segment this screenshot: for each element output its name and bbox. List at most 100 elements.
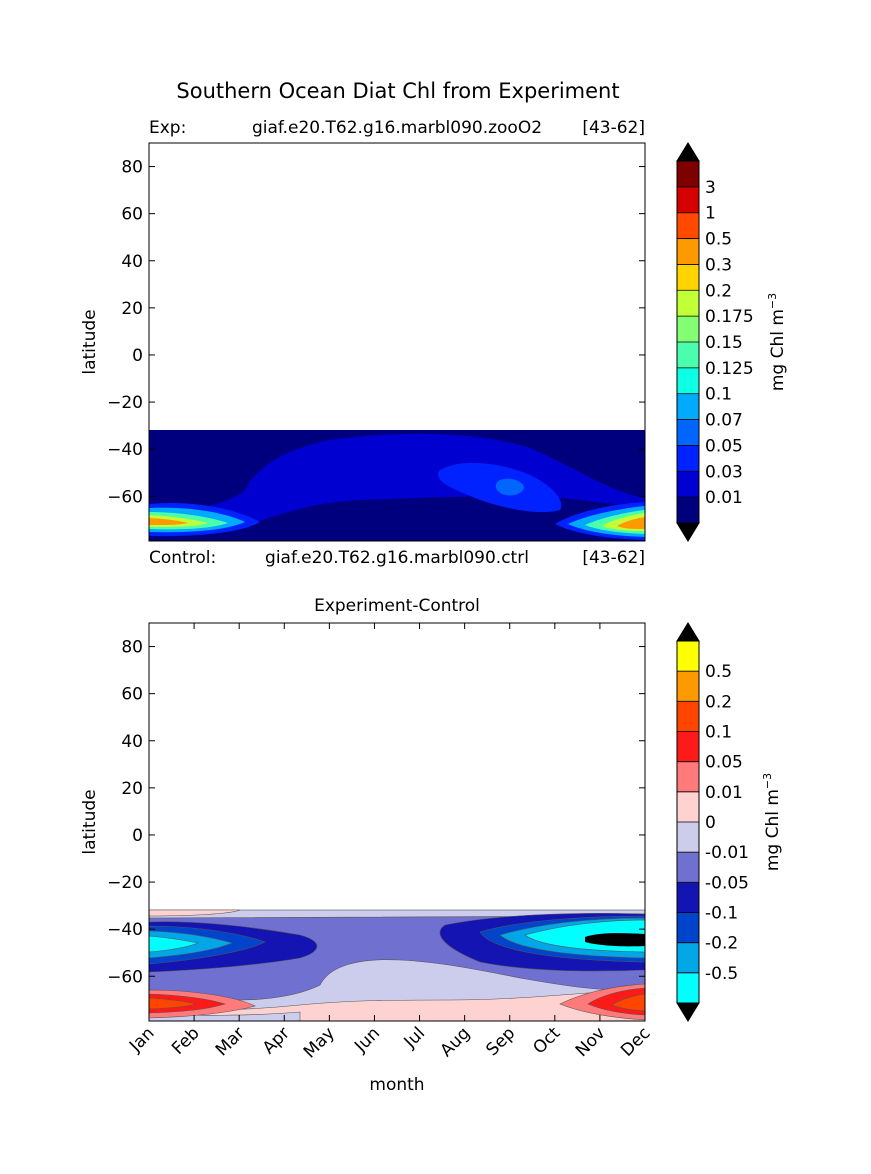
ytick-label: 60: [121, 685, 143, 705]
colorbar-segment: [677, 641, 699, 672]
ytick-label: 0: [132, 346, 143, 366]
colorbar-segment: [677, 761, 699, 793]
colorbar-segment: [677, 238, 699, 265]
colorbar-segment: [677, 912, 699, 944]
colorbar-tick-label: 0.15: [705, 333, 743, 353]
ytick-label: −20: [107, 873, 143, 893]
colorbar-tick-label: 0.07: [705, 411, 743, 431]
xtick-label: Sep: [482, 1023, 519, 1060]
ctrl-case: giaf.e20.T62.g16.marbl090.ctrl: [265, 548, 529, 568]
plot-frame-experiment: [148, 142, 646, 542]
colorbar-tick-label: 0.01: [705, 488, 743, 508]
exp-years: [43-62]: [582, 118, 645, 138]
xtick-label: Jul: [400, 1023, 429, 1052]
exp-case: giaf.e20.T62.g16.marbl090.zooO2: [252, 118, 542, 138]
colorbar-tick-label: 0.05: [705, 436, 743, 456]
colorbar-tick-label: 0.1: [705, 385, 732, 405]
colorbar-tick-label: 0.5: [705, 662, 732, 682]
xtick-label: Jun: [350, 1023, 384, 1057]
colorbar-tick-label: 0.3: [705, 255, 732, 275]
colorbar-tick-label: 0.2: [705, 281, 732, 301]
ytick-label: 20: [121, 779, 143, 799]
colorbar-tick-label: 1: [705, 204, 716, 224]
xtick-label: Dec: [617, 1023, 654, 1060]
colorbar-label-exponent: −3: [761, 773, 774, 789]
panel2-title: Experiment-Control: [314, 596, 480, 616]
colorbar-tick-label: 0.03: [705, 462, 743, 482]
ytick-label: 80: [121, 158, 143, 178]
colorbar-tick-label: 0.125: [705, 359, 754, 379]
ytick-label: −60: [107, 487, 143, 507]
difference-field: [149, 909, 645, 1021]
colorbar-segment: [677, 731, 699, 763]
contour-level-1: [149, 433, 645, 529]
colorbar-segment: [677, 671, 699, 702]
colorbar-tick-label: 3: [705, 178, 716, 198]
plot-frame-difference: [148, 622, 646, 1022]
contour-level-0: [149, 935, 200, 953]
colorbar-segment: [677, 852, 699, 883]
ytick-label: 20: [121, 299, 143, 319]
colorbar-tick-label: 0.175: [705, 307, 754, 327]
colorbar-tick-label: 0.01: [705, 783, 743, 803]
colorbar-segment: [677, 471, 699, 498]
colorbar-tick-label: -0.1: [705, 904, 738, 924]
ytick-label: −60: [107, 967, 143, 987]
colorbar-segment: [677, 822, 699, 853]
colorbar-segment: [677, 445, 699, 472]
xtick-label: Jan: [125, 1023, 158, 1056]
ylabel-difference: latitude: [80, 789, 100, 854]
ytick-label: 80: [121, 638, 143, 658]
colorbar-segment: [677, 161, 699, 188]
colorbar-tick-label: -0.05: [705, 873, 749, 893]
colorbar-segment: [677, 942, 699, 974]
colorbar-label-exponent: −3: [766, 293, 779, 309]
colorbar-extend-max: [676, 142, 700, 162]
ylabel-experiment: latitude: [80, 309, 100, 374]
xtick-label: Feb: [168, 1023, 203, 1058]
colorbar-segment: [677, 972, 699, 1004]
colorbar-segment: [677, 419, 699, 446]
yaxis-experiment: 80 60 40 20 0 −20 −40 −60: [107, 158, 645, 507]
colorbar-segment: [677, 393, 699, 421]
colorbar-segment: [677, 791, 699, 823]
colorbar-label-difference: mg Chl m−3: [761, 773, 783, 871]
colorbar-experiment: 0.01 0.03 0.05 0.07 0.1 0.125 0.15 0.175 0.2 0.3 0…: [676, 142, 754, 542]
contour-level-10: [617, 517, 645, 529]
colorbar-tick-label: -0.2: [705, 934, 738, 954]
xtick-label: Apr: [259, 1023, 294, 1058]
colorbar-extend-max: [676, 622, 700, 642]
contour-level-6: [149, 909, 241, 917]
xtick-label: Nov: [572, 1023, 610, 1061]
contour-level-10: [149, 518, 188, 525]
ytick-label: 40: [121, 732, 143, 752]
ytick-label: 0: [132, 826, 143, 846]
ytick-label: −40: [107, 440, 143, 460]
colorbar-segment: [677, 882, 699, 913]
colorbar-segment: [677, 212, 699, 240]
colorbar-tick-label: 0.1: [705, 723, 732, 743]
colorbar-segment: [677, 342, 699, 369]
colorbar-segment: [677, 290, 699, 317]
xtick-label: Mar: [212, 1023, 249, 1060]
ytick-label: −20: [107, 393, 143, 413]
contour-level-9: [149, 997, 197, 1010]
xtick-label: May: [300, 1023, 339, 1062]
colorbar-segment: [677, 497, 699, 524]
colorbar-segment: [677, 367, 699, 395]
colorbar-tick-label: 0: [705, 813, 716, 833]
colorbar-difference: -0.5 -0.2 -0.1 -0.05 -0.01 0 0.01 0.05 0.1 0.2 0.5: [676, 622, 749, 1022]
xtick-label: Aug: [437, 1023, 475, 1061]
colorbar-extend-min: [676, 522, 700, 542]
below-range-region: [585, 933, 645, 947]
ytick-label: 60: [121, 205, 143, 225]
ctrl-label: Control:: [149, 548, 216, 568]
yaxis-difference: 80 60 40 20 0 −20 −40 −60: [107, 638, 645, 987]
ctrl-years: [43-62]: [582, 548, 645, 568]
panel-experiment: 80 60 40 20 0 −20 −40 −60 latitude 0.01 0.03 0.05…: [80, 142, 788, 542]
contour-level-3: [495, 478, 524, 496]
colorbar-tick-label: 0.05: [705, 753, 743, 773]
figure-title: Southern Ocean Diat Chl from Experiment: [176, 79, 619, 103]
contour-level-9: [611, 993, 645, 1012]
